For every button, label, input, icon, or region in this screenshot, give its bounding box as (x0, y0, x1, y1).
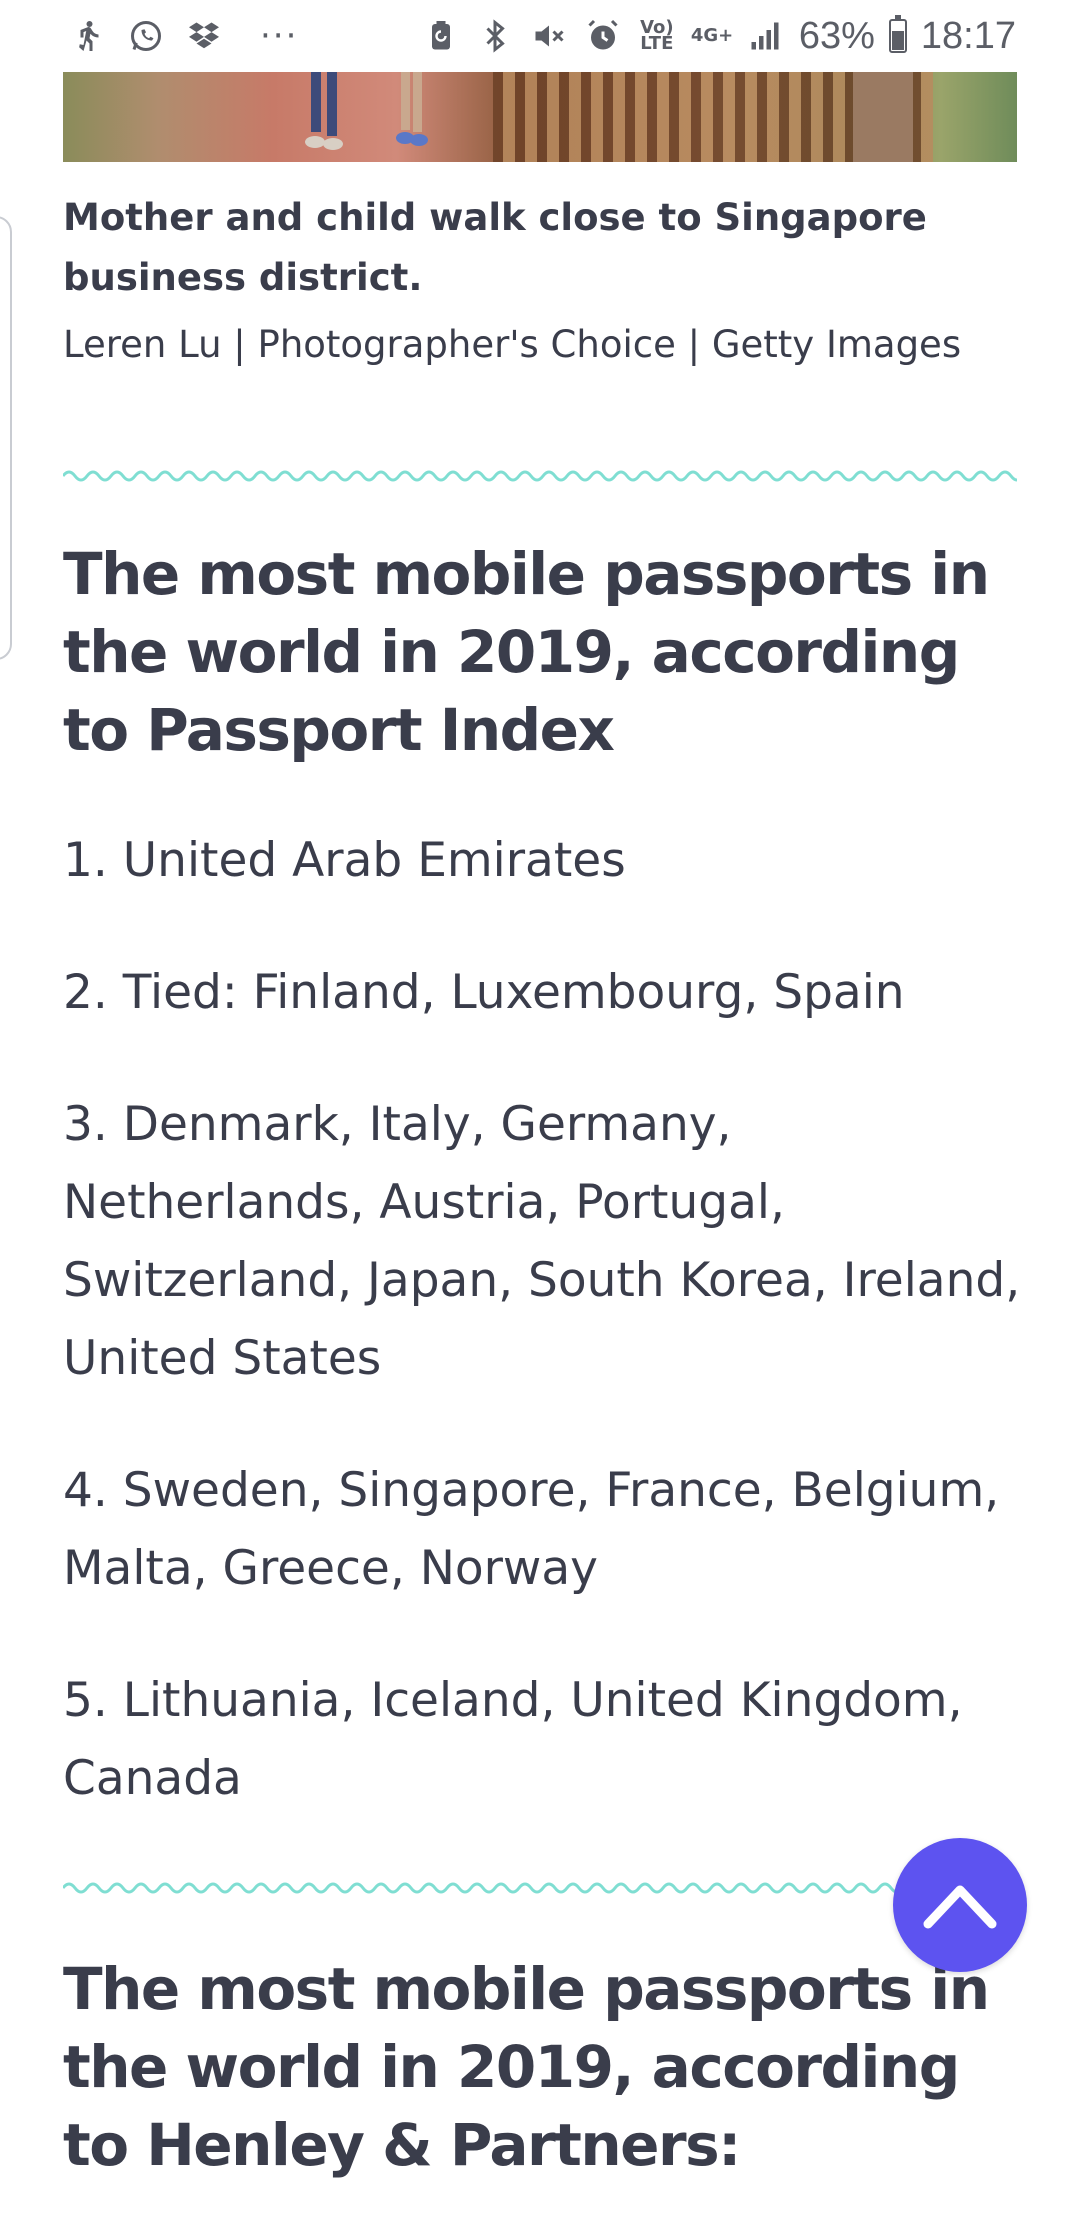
status-bar: ··· Vo) LTE 4G+ 63% 18:17 (0, 0, 1080, 72)
photo-figures (253, 72, 453, 162)
edge-panel-handle[interactable] (0, 216, 12, 660)
battery-saver-icon (421, 16, 461, 56)
battery-fill (891, 31, 904, 50)
bluetooth-icon (475, 16, 515, 56)
status-right: Vo) LTE 4G+ 63% 18:17 (421, 15, 1016, 58)
whatsapp-icon (126, 16, 166, 56)
dropbox-icon (184, 16, 224, 56)
photo-post (853, 72, 913, 162)
list-item: 2. Tied: Finland, Luxembourg, Spain (63, 965, 905, 1020)
list-item: 5. Lithuania, Iceland, United Kingdom, C… (63, 1673, 963, 1806)
wave-divider (63, 466, 1017, 486)
photo-credit: Leren Lu | Photographer's Choice | Getty… (63, 323, 962, 366)
mute-icon (529, 16, 569, 56)
volte-icon: Vo) LTE (640, 17, 674, 54)
status-left: ··· (68, 16, 298, 56)
more-notifications-icon: ··· (260, 16, 299, 56)
signal-icon (745, 16, 785, 56)
chevron-up-icon (923, 1885, 997, 1929)
section-heading-henley: The most mobile passports in the world i… (63, 1955, 990, 2179)
battery-percentage: 63% (798, 14, 875, 57)
4g-icon: 4G+ (690, 25, 734, 46)
list-item: 1. United Arab Emirates (63, 833, 626, 888)
section-heading-passport-index: The most mobile passports in the world i… (63, 540, 990, 764)
battery-icon (888, 15, 907, 53)
alarm-icon (583, 16, 623, 56)
list-item: 3. Denmark, Italy, Germany, Netherlands,… (63, 1097, 1021, 1386)
clock: 18:17 (920, 14, 1016, 57)
hero-photo (63, 72, 1017, 162)
passport-ranking-list: 1. United Arab Emirates 2. Tied: Finland… (63, 822, 1023, 1872)
back-to-top-button[interactable] (893, 1838, 1027, 1972)
walking-icon (68, 16, 108, 56)
photo-caption: Mother and child walk close to Singapore… (63, 196, 927, 299)
wave-divider (63, 1878, 1017, 1898)
list-item: 4. Sweden, Singapore, France, Belgium, M… (63, 1463, 1000, 1596)
